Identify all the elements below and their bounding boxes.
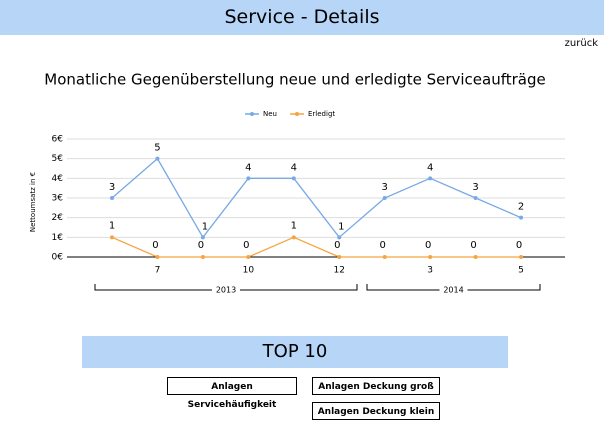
y-tick-label: 1€ [52,233,64,243]
button[interactable]: Anlagen Servicehäufigkeit [167,377,297,410]
year-label: 2013 [216,286,236,295]
data-point [337,255,342,259]
data-label: 0 [243,240,249,251]
data-point [337,235,342,240]
year-label-bg [439,285,468,295]
data-label: 1 [338,221,344,232]
legend-dot [250,112,254,116]
data-label: 0 [198,240,204,251]
data-label: 3 [109,182,115,193]
top10-title: TOP 10 [82,336,508,368]
button[interactable]: Anlagen Deckung klein [312,402,440,420]
data-point [291,235,296,240]
y-axis-label: Nettoumsatz in € [29,172,37,232]
data-label: 3 [472,182,478,193]
data-label: 1 [109,220,115,231]
back-link[interactable]: zurück [564,38,598,49]
y-tick-label: 4€ [52,174,64,184]
x-tick-label: 3 [427,266,433,276]
y-tick-label: 2€ [52,213,64,223]
data-point [155,156,160,161]
y-tick-label: 3€ [52,194,64,204]
x-tick-label: 7 [155,266,161,276]
series-line [111,236,522,258]
data-label: 0 [516,240,522,251]
data-point [382,196,387,200]
legend-label: Erledigt [308,110,335,118]
legend-dot [295,112,299,116]
y-tick-label: 0€ [52,253,64,263]
y-tick-label: 5€ [52,154,64,164]
data-label: 4 [291,162,297,173]
data-point [200,235,205,240]
data-point [200,255,205,259]
data-label: 4 [245,162,251,173]
data-label: 1 [202,221,208,232]
data-label: 4 [427,162,433,173]
data-point [382,255,387,259]
series-line [111,157,522,239]
data-point [246,255,251,259]
data-label: 1 [291,220,297,231]
y-tick-label: 6€ [52,135,64,145]
data-point [291,176,296,181]
data-label: 0 [152,240,158,251]
x-tick-label: 12 [334,266,345,276]
header-title: Service - Details [0,0,604,35]
data-point [473,255,478,259]
data-label: 3 [382,182,388,193]
legend-label: Neu [263,110,277,118]
data-point [110,196,114,200]
data-label: 0 [425,240,431,251]
data-point [519,255,524,259]
chart-title: Monatliche Gegenüberstellung neue und er… [44,71,545,89]
data-point [519,215,524,220]
data-point [246,176,251,181]
data-point [428,176,433,181]
data-point [110,235,114,240]
x-tick-label: 5 [518,266,524,276]
year-label-bg [212,285,240,295]
year-label: 2014 [443,286,463,295]
data-label: 0 [334,240,340,251]
x-tick-label: 10 [243,266,255,276]
data-point [428,255,433,259]
chart: Monatliche Gegenüberstellung neue und er… [29,71,565,295]
data-label: 0 [380,240,386,251]
button[interactable]: Anlagen Deckung groß [312,377,440,395]
data-point [473,196,478,200]
data-label: 5 [154,143,160,154]
data-label: 2 [518,202,524,213]
data-label: 0 [470,240,476,251]
data-point [155,255,160,259]
